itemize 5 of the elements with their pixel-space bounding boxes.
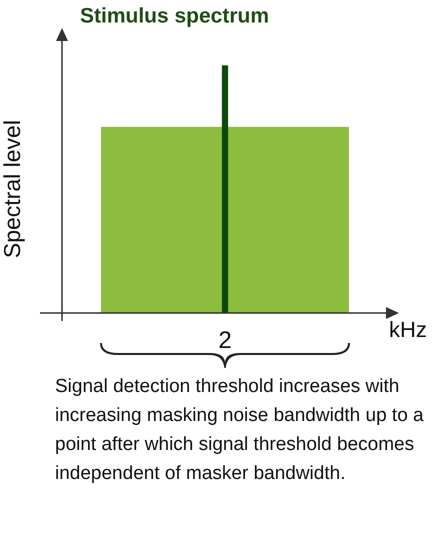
- x-tick-label: 2: [218, 327, 232, 354]
- text: Signal detection threshold increases with increasing masking noise bandwidth up to a point after which signal threshold becomes independent of masker bandwidth.: [55, 375, 425, 486]
- chart-title: Stimulus spectrum: [80, 4, 270, 28]
- x-axis-title: kHz: [389, 317, 427, 342]
- y-axis-title: Spectral level: [0, 120, 26, 258]
